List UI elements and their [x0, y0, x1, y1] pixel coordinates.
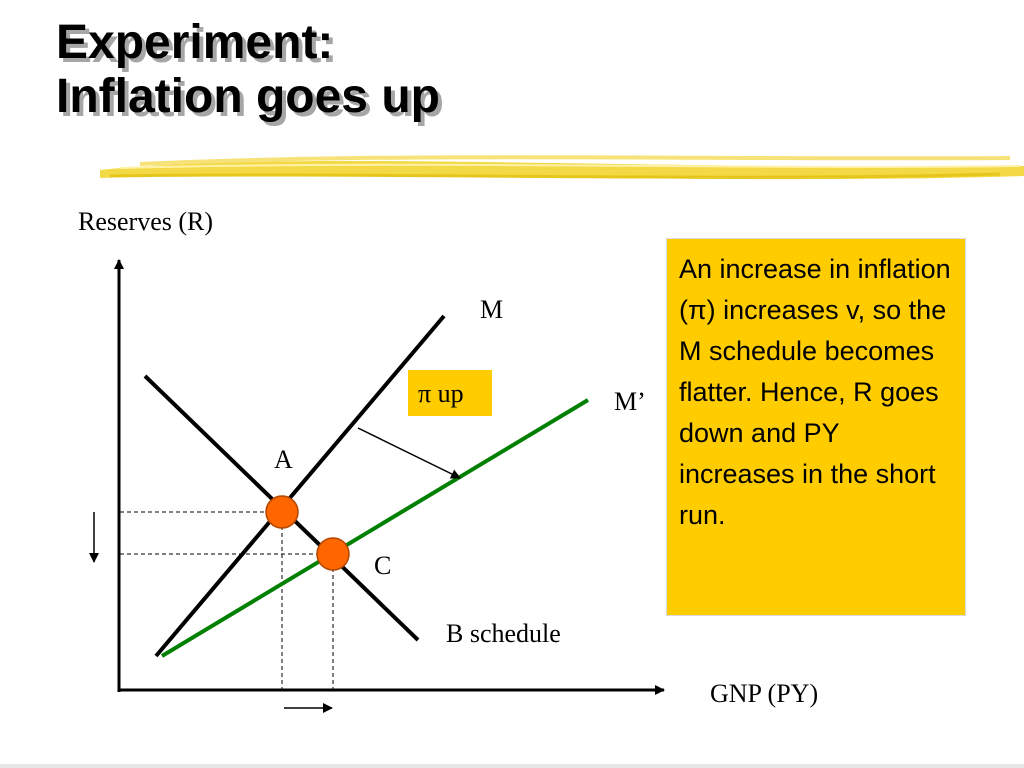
- info-box-text: An increase in inflation (π) increases v…: [679, 254, 951, 530]
- y-axis-label: Reserves (R): [78, 207, 213, 236]
- point-a: [265, 495, 299, 529]
- slide-title: Experiment: Inflation goes up: [56, 16, 440, 124]
- shift-box-label: π up: [418, 379, 464, 408]
- point-c-label: C: [374, 551, 391, 580]
- m-prime-line: [160, 398, 590, 658]
- title-underline-brush: [100, 155, 1024, 180]
- point-c: [316, 537, 350, 571]
- curve-m-prime-label: M’: [614, 387, 646, 416]
- m-line: [154, 314, 446, 658]
- x-axis-label: GNP (PY): [710, 679, 818, 708]
- curve-b-label: B schedule: [446, 619, 561, 648]
- shift-arrow: [357, 427, 461, 479]
- slide-title-line1: Experiment:: [56, 16, 334, 69]
- info-box: An increase in inflation (π) increases v…: [666, 238, 966, 616]
- point-a-label: A: [274, 445, 293, 474]
- shift-box: [408, 370, 492, 416]
- curve-m-label: M: [480, 295, 503, 324]
- bottom-rule: [0, 764, 1024, 768]
- slide-title-line2: Inflation goes up: [56, 70, 440, 123]
